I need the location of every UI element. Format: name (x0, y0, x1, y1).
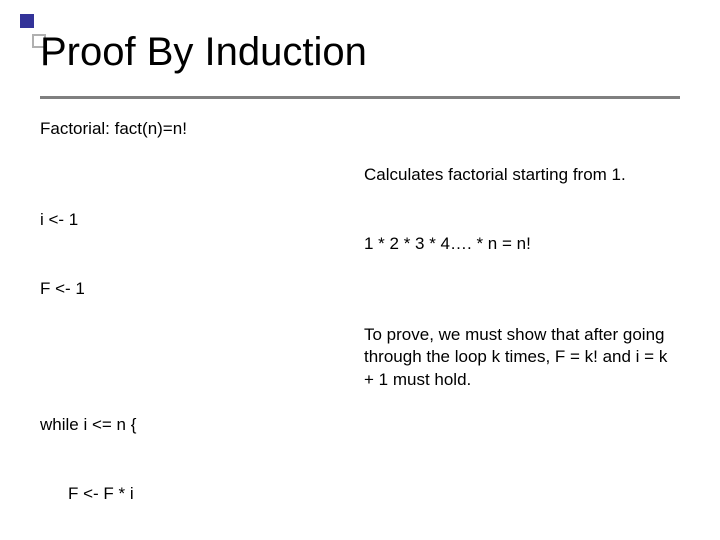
factorial-declaration: Factorial: fact(n)=n! (40, 118, 340, 141)
slide-title: Proof By Induction (40, 30, 680, 75)
right-column: Calculates factorial starting from 1. 1 … (364, 118, 680, 540)
left-column: Factorial: fact(n)=n! i <- 1 F <- 1 whil… (40, 118, 340, 540)
slide: Proof By Induction Factorial: fact(n)=n!… (0, 0, 720, 540)
code-line: while i <= n { (40, 414, 340, 437)
code-line: F <- F * i (40, 483, 340, 506)
text-line: 1 * 2 * 3 * 4…. * n = n! (364, 233, 680, 256)
code-line: i <- 1 (40, 209, 340, 232)
text-line: Calculates factorial starting from 1. (364, 164, 680, 187)
explanation-para-1: Calculates factorial starting from 1. 1 … (364, 118, 680, 302)
slide-body: Factorial: fact(n)=n! i <- 1 F <- 1 whil… (40, 118, 680, 540)
code-line: F <- 1 (40, 278, 340, 301)
horizontal-rule (40, 96, 680, 99)
while-block: while i <= n { F <- F * i i <- i + 1 } (40, 368, 340, 540)
explanation-para-2: To prove, we must show that after going … (364, 324, 680, 393)
square-filled-icon (20, 14, 34, 28)
init-block: i <- 1 F <- 1 (40, 163, 340, 347)
